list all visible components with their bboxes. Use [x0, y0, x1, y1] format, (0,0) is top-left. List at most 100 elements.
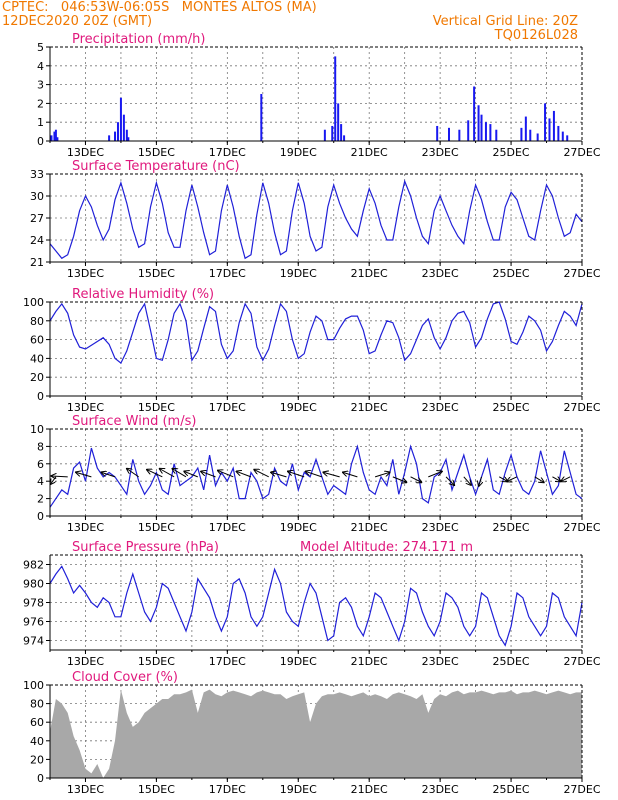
precipitation-bar — [323, 129, 326, 141]
temperature-x-tick-label: 21DEC — [351, 267, 388, 280]
wind-vector-arrow — [552, 477, 560, 482]
wind-vector-arrow — [184, 471, 198, 478]
precipitation-bar — [566, 135, 569, 141]
wind-y-tick-label: 10 — [30, 423, 44, 436]
pressure-x-tick-label: 15DEC — [138, 655, 175, 668]
wind-y-tick-label: 2 — [37, 493, 44, 506]
wind-y-tick-label: 4 — [37, 475, 44, 488]
pressure-x-tick-label: 17DEC — [209, 655, 246, 668]
precipitation-bar — [484, 122, 487, 141]
temperature-x-tick-label: 19DEC — [280, 267, 317, 280]
precipitation-x-tick-label: 13DEC — [67, 146, 104, 159]
temperature-y-tick-label: 21 — [30, 256, 44, 269]
wind-vector-arrow — [507, 476, 518, 482]
precipitation-bar — [536, 133, 539, 141]
cloud-y-tick-label: 40 — [30, 735, 44, 748]
humidity-panel: 0 20 40 60 80 100 13DEC 15DEC 17DEC 19DEC 21DEC 23D… — [23, 287, 601, 414]
temperature-x-tick-label: 23DEC — [422, 267, 459, 280]
humidity-x-tick-label: 13DEC — [67, 401, 104, 414]
pressure-y-tick-label: 982 — [23, 559, 44, 572]
precipitation-bar — [127, 137, 130, 141]
precipitation-bar — [53, 131, 56, 141]
precipitation-x-tick-label: 25DEC — [493, 146, 530, 159]
wind-vector-arrow — [201, 471, 216, 478]
pressure-y-tick-label: 980 — [23, 578, 44, 591]
wind-vector-arrow — [288, 471, 305, 478]
precipitation-x-tick-label: 27DEC — [563, 146, 600, 159]
precipitation-bar — [337, 103, 340, 141]
wind-vector-arrow — [218, 471, 234, 478]
precipitation-title: Precipitation (mm/h) — [72, 32, 205, 47]
wind-vector-arrow — [374, 472, 389, 478]
wind-x-tick-label: 13DEC — [67, 521, 104, 534]
humidity-title: Relative Humidity (%) — [72, 287, 214, 302]
wind-title: Surface Wind (m/s) — [72, 414, 196, 429]
precipitation-bar — [334, 56, 337, 141]
wind-vector-arrow — [479, 476, 482, 486]
cloud-y-tick-label: 80 — [30, 698, 44, 711]
wind-series-line — [49, 444, 583, 508]
cloud-area — [50, 689, 582, 778]
wind-vector-arrow — [445, 476, 454, 485]
wind-x-tick-label: 15DEC — [138, 521, 175, 534]
wind-vector-arrow — [463, 476, 471, 485]
humidity-y-tick-label: 20 — [30, 371, 44, 384]
pressure-annotation: Model Altitude: 274.171 m — [300, 540, 473, 555]
precipitation-bar — [544, 103, 547, 141]
precipitation-bar — [477, 105, 480, 141]
precipitation-bar — [331, 125, 334, 141]
pressure-x-tick-label: 13DEC — [67, 655, 104, 668]
humidity-x-tick-label: 23DEC — [422, 401, 459, 414]
precipitation-x-tick-label: 21DEC — [351, 146, 388, 159]
cloud-x-tick-label: 21DEC — [351, 783, 388, 796]
precipitation-bar — [467, 120, 470, 141]
wind-vector-arrow — [392, 476, 407, 482]
wind-vector-arrow — [127, 469, 139, 478]
precipitation-y-tick-label: 4 — [37, 60, 44, 73]
wind-vector-arrow — [410, 476, 422, 482]
precipitation-bar — [122, 114, 125, 141]
temperature-series-line — [49, 179, 583, 260]
cloud-x-tick-label: 15DEC — [138, 783, 175, 796]
cloud-panel: 0 20 40 60 80 100 13DEC 15DEC 17DEC 19DEC 21DEC 23D… — [23, 670, 601, 796]
pressure-x-tick-label: 23DEC — [422, 655, 459, 668]
precipitation-bar — [56, 137, 59, 141]
wind-y-tick-label: 6 — [37, 458, 44, 471]
cloud-x-tick-label: 25DEC — [493, 783, 530, 796]
cloud-y-tick-label: 20 — [30, 753, 44, 766]
precipitation-bar — [480, 114, 483, 141]
precipitation-bar — [489, 124, 492, 141]
wind-x-tick-label: 25DEC — [493, 521, 530, 534]
temperature-y-tick-label: 27 — [30, 212, 44, 225]
humidity-y-tick-label: 60 — [30, 334, 44, 347]
precipitation-bar — [520, 127, 523, 141]
humidity-x-tick-label: 25DEC — [493, 401, 530, 414]
header-model-id: TQ0126L028 — [494, 28, 578, 43]
wind-vector-arrow — [306, 471, 323, 478]
wind-vector-arrow — [147, 470, 163, 478]
wind-vector-arrow — [343, 472, 358, 478]
precipitation-bar — [343, 135, 346, 141]
pressure-panel: 974 976 978 980 982 13DEC 15DEC 17DEC 19DEC 21DEC… — [23, 540, 601, 668]
humidity-series-line — [49, 301, 583, 365]
wind-y-tick-label: 8 — [37, 440, 44, 453]
wind-x-tick-label: 17DEC — [209, 521, 246, 534]
header-location: CPTEC: 046:53W-06:05S MONTES ALTOS (MA) — [2, 0, 317, 15]
cloud-x-tick-label: 13DEC — [67, 783, 104, 796]
cloud-x-tick-label: 19DEC — [280, 783, 317, 796]
wind-vector-arrow — [237, 471, 252, 478]
humidity-x-tick-label: 19DEC — [280, 401, 317, 414]
precipitation-y-tick-label: 5 — [37, 41, 44, 54]
temperature-x-tick-label: 27DEC — [563, 267, 600, 280]
temperature-x-tick-label: 13DEC — [67, 267, 104, 280]
humidity-y-tick-label: 80 — [30, 315, 44, 328]
wind-vector-arrow — [51, 476, 57, 484]
wind-vector-arrow — [428, 471, 442, 478]
pressure-x-tick-label: 21DEC — [351, 655, 388, 668]
pressure-y-tick-label: 976 — [23, 616, 44, 629]
wind-x-tick-label: 19DEC — [280, 521, 317, 534]
wind-x-tick-label: 27DEC — [563, 521, 600, 534]
wind-y-tick-label: 0 — [37, 510, 44, 523]
pressure-y-tick-label: 978 — [23, 597, 44, 610]
temperature-x-tick-label: 15DEC — [138, 267, 175, 280]
